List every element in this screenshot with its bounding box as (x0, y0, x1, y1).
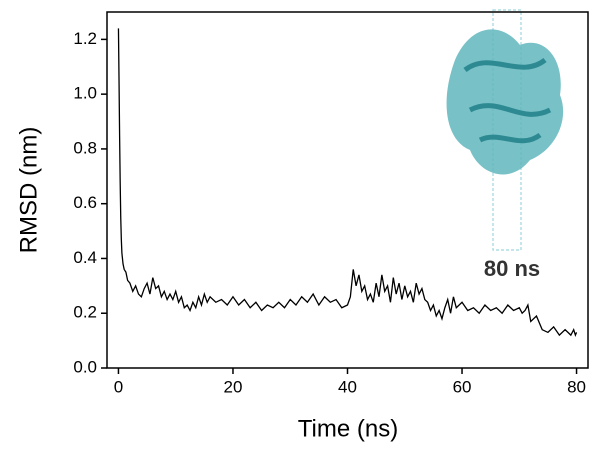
x-tick-label: 20 (224, 377, 243, 396)
x-tick-label: 0 (114, 377, 123, 396)
y-tick-label: 0.0 (73, 357, 97, 376)
y-tick-label: 0.6 (73, 193, 97, 212)
y-tick-label: 1.2 (73, 29, 97, 48)
y-tick-label: 0.4 (73, 248, 97, 267)
annotation: 80 ns (484, 256, 540, 281)
x-axis-label: Time (ns) (298, 415, 398, 442)
x-tick-label: 60 (453, 377, 472, 396)
x-tick-label: 80 (567, 377, 586, 396)
protein-illustration (446, 9, 564, 251)
y-tick-label: 0.2 (73, 303, 97, 322)
x-tick-label: 40 (338, 377, 357, 396)
y-tick-label: 0.8 (73, 138, 97, 157)
data-line (117, 28, 578, 338)
y-tick-label: 1.0 (73, 84, 97, 103)
y-axis-label: RMSD (nm) (15, 127, 42, 254)
